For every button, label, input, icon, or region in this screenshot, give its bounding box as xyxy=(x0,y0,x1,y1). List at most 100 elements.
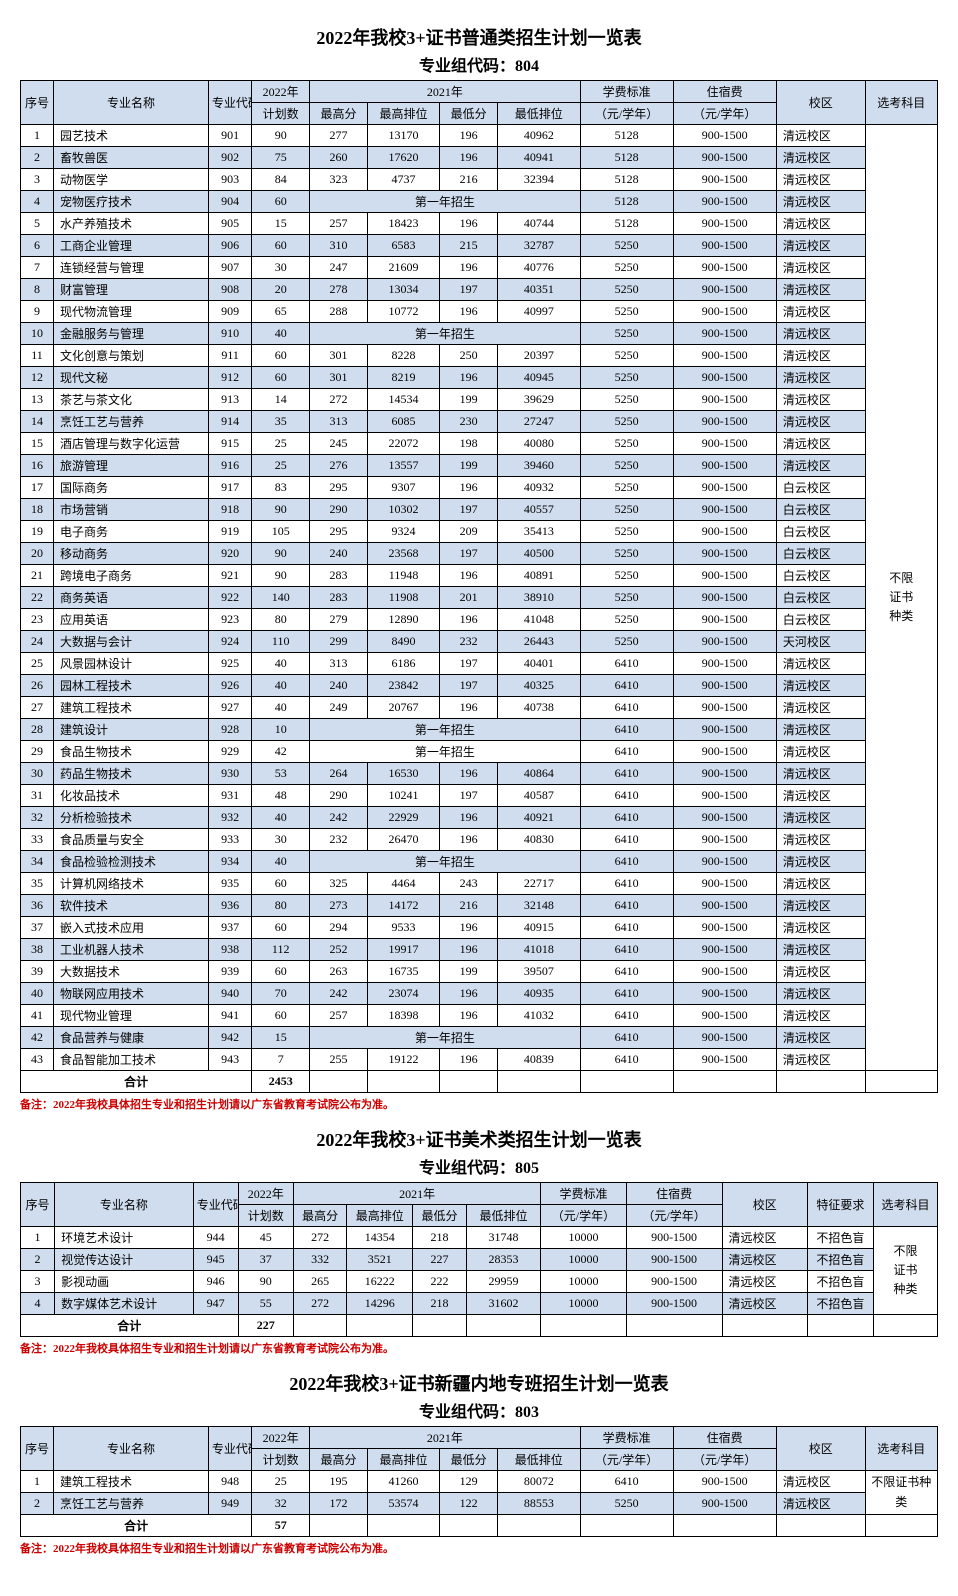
cell-maxr: 14534 xyxy=(367,389,439,411)
cell-minr: 20397 xyxy=(498,345,581,367)
cell-max: 278 xyxy=(310,279,368,301)
table-row: 32分析检验技术9324024222929196409216410900-150… xyxy=(21,807,938,829)
table-row: 28建筑设计92810第一年招生6410900-1500清远校区 xyxy=(21,719,938,741)
cell-seq: 26 xyxy=(21,675,54,697)
cell-tuition: 5128 xyxy=(580,213,673,235)
cell-plan: 42 xyxy=(252,741,310,763)
cell-maxr: 10241 xyxy=(367,785,439,807)
cell-code: 904 xyxy=(208,191,251,213)
cell-minr: 39507 xyxy=(498,961,581,983)
cell-maxr: 6186 xyxy=(367,653,439,675)
cell-seq: 3 xyxy=(21,1271,55,1293)
cell-campus: 清远校区 xyxy=(776,983,865,1005)
table-row: 36软件技术9368027314172216321486410900-1500清… xyxy=(21,895,938,917)
cell-maxr: 3521 xyxy=(347,1249,413,1271)
cell-plan: 60 xyxy=(252,873,310,895)
cell-code: 933 xyxy=(208,829,251,851)
h-subject: 选考科目 xyxy=(865,81,937,125)
cell-name: 大数据技术 xyxy=(54,961,209,983)
cell-name: 电子商务 xyxy=(54,521,209,543)
cell-name: 连锁经营与管理 xyxy=(54,257,209,279)
cell-maxr: 22929 xyxy=(367,807,439,829)
table-row: 31化妆品技术9314829010241197405876410900-1500… xyxy=(21,785,938,807)
cell-minr: 40962 xyxy=(498,125,581,147)
cell-name: 园林工程技术 xyxy=(54,675,209,697)
cell-name: 水产养殖技术 xyxy=(54,213,209,235)
cell-plan: 45 xyxy=(238,1227,293,1249)
cell-plan: 40 xyxy=(252,675,310,697)
total-label: 合计 xyxy=(21,1315,239,1337)
table-row: 40物联网应用技术9407024223074196409356410900-15… xyxy=(21,983,938,1005)
cell-max: 195 xyxy=(310,1471,368,1493)
total-empty xyxy=(626,1315,722,1337)
cell-dorm: 900-1500 xyxy=(673,279,776,301)
cell-minr: 40401 xyxy=(498,653,581,675)
cell-name: 食品营养与健康 xyxy=(54,1027,209,1049)
cell-plan: 10 xyxy=(252,719,310,741)
cell-seq: 5 xyxy=(21,213,54,235)
cell-maxr: 8219 xyxy=(367,367,439,389)
cell-seq: 18 xyxy=(21,499,54,521)
total-empty xyxy=(541,1315,626,1337)
table-row: 5水产养殖技术9051525718423196407445128900-1500… xyxy=(21,213,938,235)
cell-minr: 38910 xyxy=(498,587,581,609)
cell-max: 272 xyxy=(293,1227,346,1249)
cell-max: 172 xyxy=(310,1493,368,1515)
total-empty xyxy=(498,1515,581,1537)
cell-campus: 清远校区 xyxy=(776,719,865,741)
cell-maxr: 14296 xyxy=(347,1293,413,1315)
total-row: 合计227 xyxy=(21,1315,938,1337)
cell-seq: 10 xyxy=(21,323,54,345)
cell-max: 242 xyxy=(310,983,368,1005)
cell-min: 199 xyxy=(440,455,498,477)
cell-code: 927 xyxy=(208,697,251,719)
h-maxscore: 最高分 xyxy=(293,1205,346,1227)
cell-code: 926 xyxy=(208,675,251,697)
cell-dorm: 900-1500 xyxy=(673,169,776,191)
cell-dorm: 900-1500 xyxy=(673,543,776,565)
table-row: 39大数据技术9396026316735199395076410900-1500… xyxy=(21,961,938,983)
cell-plan: 35 xyxy=(252,411,310,433)
cell-minr: 40557 xyxy=(498,499,581,521)
cell-name: 茶艺与茶文化 xyxy=(54,389,209,411)
cell-name: 环境艺术设计 xyxy=(55,1227,194,1249)
cell-code: 906 xyxy=(208,235,251,257)
cell-code: 923 xyxy=(208,609,251,631)
h-2021: 2021年 xyxy=(293,1183,540,1205)
table-row: 23应用英语9238027912890196410485250900-1500白… xyxy=(21,609,938,631)
cell-plan: 75 xyxy=(252,147,310,169)
cell-code: 930 xyxy=(208,763,251,785)
cell-name: 金融服务与管理 xyxy=(54,323,209,345)
table-row: 26园林工程技术9264024023842197403256410900-150… xyxy=(21,675,938,697)
cell-name: 工商企业管理 xyxy=(54,235,209,257)
h-name: 专业名称 xyxy=(54,81,209,125)
cell-tuition: 6410 xyxy=(580,763,673,785)
cell-plan: 70 xyxy=(252,983,310,1005)
cell-code: 937 xyxy=(208,917,251,939)
h-dorm1: 住宿费 xyxy=(673,1427,776,1449)
cell-min: 196 xyxy=(440,697,498,719)
cell-name: 影视动画 xyxy=(55,1271,194,1293)
cell-plan: 84 xyxy=(252,169,310,191)
cell-name: 宠物医疗技术 xyxy=(54,191,209,213)
cell-maxr: 11908 xyxy=(367,587,439,609)
cell-tuition: 6410 xyxy=(580,697,673,719)
cell-code: 909 xyxy=(208,301,251,323)
table-title: 2022年我校3+证书普通类招生计划一览表 xyxy=(20,24,938,50)
cell-seq: 22 xyxy=(21,587,54,609)
cell-max: 290 xyxy=(310,785,368,807)
admission-table: 序号专业名称专业代码2022年2021年学费标准住宿费校区选考科目计划数最高分最… xyxy=(20,80,938,1093)
cell-max: 257 xyxy=(310,1005,368,1027)
cell-max: 276 xyxy=(310,455,368,477)
cell-code: 938 xyxy=(208,939,251,961)
cell-maxr: 14354 xyxy=(347,1227,413,1249)
cell-plan: 15 xyxy=(252,1027,310,1049)
total-empty xyxy=(367,1071,439,1093)
table-note: 备注：2022年我校具体招生专业和招生计划请以广东省教育考试院公布为准。 xyxy=(20,1096,938,1112)
cell-plan: 37 xyxy=(238,1249,293,1271)
cell-dorm: 900-1500 xyxy=(673,323,776,345)
cell-code: 918 xyxy=(208,499,251,521)
cell-dorm: 900-1500 xyxy=(673,631,776,653)
cell-dorm: 900-1500 xyxy=(673,235,776,257)
cell-tuition: 5250 xyxy=(580,499,673,521)
